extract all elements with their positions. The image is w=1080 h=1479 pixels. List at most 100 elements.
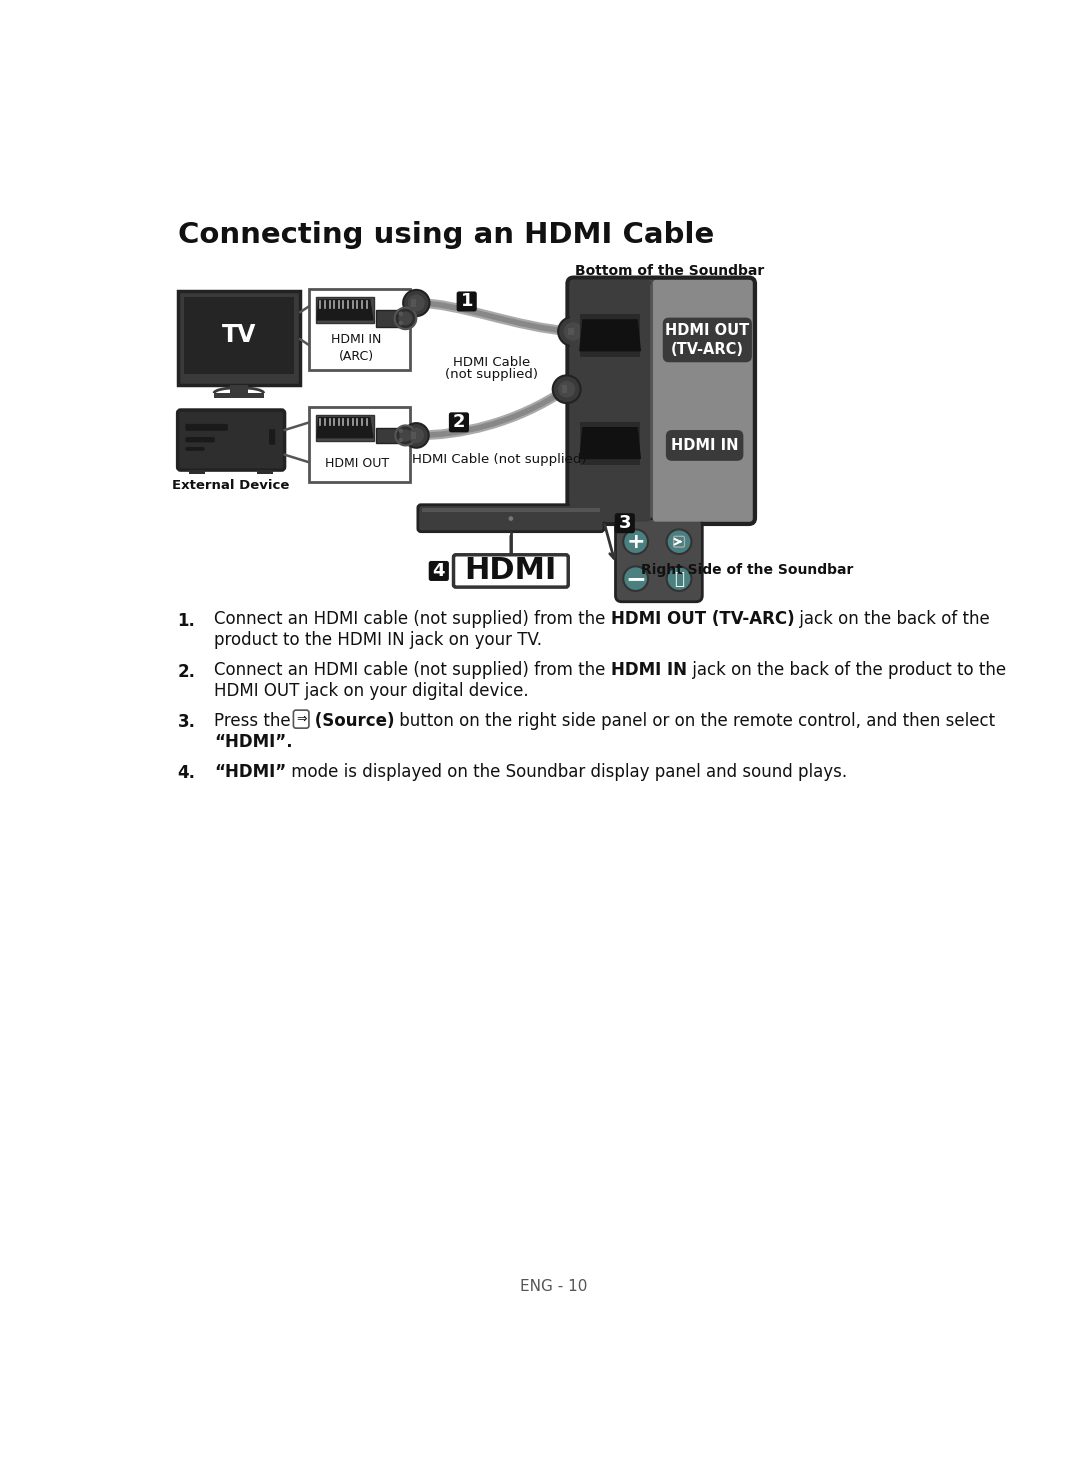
Circle shape (558, 380, 576, 398)
Circle shape (509, 516, 513, 521)
Bar (562, 386, 567, 393)
Bar (189, 470, 205, 473)
Bar (410, 432, 416, 439)
FancyBboxPatch shape (177, 410, 284, 470)
Text: Connecting using an HDMI Cable: Connecting using an HDMI Cable (177, 222, 714, 250)
Bar (580, 314, 640, 356)
Polygon shape (318, 300, 373, 319)
Circle shape (394, 308, 416, 330)
Text: HDMI OUT jack on your digital device.: HDMI OUT jack on your digital device. (214, 682, 529, 700)
FancyBboxPatch shape (567, 278, 755, 524)
Circle shape (399, 438, 403, 442)
Text: HDMI OUT
(TV-ARC): HDMI OUT (TV-ARC) (665, 322, 750, 358)
Text: Connect an HDMI cable (not supplied) from the: Connect an HDMI cable (not supplied) fro… (214, 611, 610, 629)
Text: mode is displayed on the Soundbar display panel and sound plays.: mode is displayed on the Soundbar displa… (286, 763, 848, 781)
Text: HDMI OUT: HDMI OUT (325, 457, 389, 470)
Bar (580, 422, 640, 464)
Circle shape (403, 290, 430, 317)
FancyBboxPatch shape (615, 513, 635, 534)
Text: 3: 3 (619, 515, 631, 532)
Circle shape (666, 566, 691, 592)
Text: product to the HDMI IN jack on your TV.: product to the HDMI IN jack on your TV. (214, 632, 542, 649)
Bar (410, 299, 416, 306)
Circle shape (399, 321, 403, 325)
Text: +: + (626, 531, 645, 552)
Text: 1: 1 (460, 293, 473, 311)
Circle shape (404, 423, 429, 448)
Polygon shape (318, 417, 373, 438)
Bar (315, 414, 375, 441)
Text: Bottom of the Soundbar: Bottom of the Soundbar (576, 265, 765, 278)
Bar (177, 291, 300, 386)
Bar (214, 393, 264, 398)
Text: 1.: 1. (177, 612, 195, 630)
FancyBboxPatch shape (186, 424, 228, 430)
Text: HDMI IN: HDMI IN (671, 438, 739, 453)
FancyBboxPatch shape (663, 318, 752, 362)
Text: ENG - 10: ENG - 10 (519, 1279, 588, 1294)
Text: 3.: 3. (177, 713, 195, 732)
Text: 2.: 2. (177, 663, 195, 680)
Text: External Device: External Device (173, 479, 289, 493)
Bar (309, 407, 410, 482)
Text: ⏻: ⏻ (674, 569, 684, 587)
Circle shape (558, 317, 588, 346)
FancyBboxPatch shape (449, 413, 469, 432)
FancyBboxPatch shape (186, 447, 205, 451)
Bar (376, 427, 400, 444)
Circle shape (564, 322, 582, 340)
FancyBboxPatch shape (570, 280, 651, 522)
FancyBboxPatch shape (652, 280, 753, 522)
FancyBboxPatch shape (186, 436, 215, 442)
Circle shape (623, 566, 648, 592)
Circle shape (400, 429, 411, 442)
Text: Press the: Press the (214, 711, 296, 729)
Bar (184, 297, 294, 374)
Bar (568, 328, 573, 336)
FancyBboxPatch shape (666, 430, 743, 461)
Text: ⇒: ⇒ (296, 713, 307, 726)
Polygon shape (580, 427, 640, 458)
FancyBboxPatch shape (674, 537, 685, 547)
Text: HDMI: HDMI (464, 556, 557, 586)
Circle shape (553, 376, 581, 404)
Text: 4.: 4. (177, 765, 195, 782)
FancyBboxPatch shape (418, 504, 604, 531)
Text: HDMI IN
(ARC): HDMI IN (ARC) (332, 333, 382, 362)
Circle shape (408, 427, 424, 444)
Bar (309, 288, 410, 370)
Bar (230, 386, 248, 393)
Text: HDMI IN: HDMI IN (610, 661, 687, 679)
Text: HDMI Cable: HDMI Cable (453, 356, 530, 370)
Circle shape (666, 529, 691, 555)
Text: (not supplied): (not supplied) (445, 368, 538, 382)
FancyBboxPatch shape (269, 429, 275, 445)
Text: “HDMI”: “HDMI” (214, 763, 286, 781)
FancyBboxPatch shape (454, 555, 568, 587)
Circle shape (399, 429, 403, 433)
FancyBboxPatch shape (616, 519, 702, 602)
Circle shape (623, 529, 648, 555)
Text: jack on the back of the: jack on the back of the (794, 611, 990, 629)
Bar (315, 297, 375, 322)
Bar (257, 470, 273, 473)
FancyBboxPatch shape (457, 291, 476, 312)
Circle shape (399, 312, 413, 325)
Text: jack on the back of the product to the: jack on the back of the product to the (687, 661, 1005, 679)
Text: HDMI OUT (TV-ARC): HDMI OUT (TV-ARC) (610, 611, 794, 629)
Circle shape (395, 426, 416, 445)
Polygon shape (580, 319, 640, 351)
Text: 2: 2 (453, 413, 465, 432)
Text: (Source): (Source) (309, 711, 394, 729)
Bar (422, 507, 600, 512)
Text: HDMI Cable (not supplied): HDMI Cable (not supplied) (411, 453, 586, 466)
Text: Right Side of the Soundbar: Right Side of the Soundbar (642, 563, 853, 577)
Text: TV: TV (221, 324, 256, 348)
Text: 4: 4 (433, 562, 445, 580)
FancyBboxPatch shape (429, 561, 449, 581)
Text: Connect an HDMI cable (not supplied) from the: Connect an HDMI cable (not supplied) fro… (214, 661, 610, 679)
Circle shape (399, 312, 403, 317)
Text: −: − (625, 566, 646, 590)
Text: “HDMI”.: “HDMI”. (214, 732, 293, 751)
Text: button on the right side panel or on the remote control, and then select: button on the right side panel or on the… (394, 711, 996, 729)
